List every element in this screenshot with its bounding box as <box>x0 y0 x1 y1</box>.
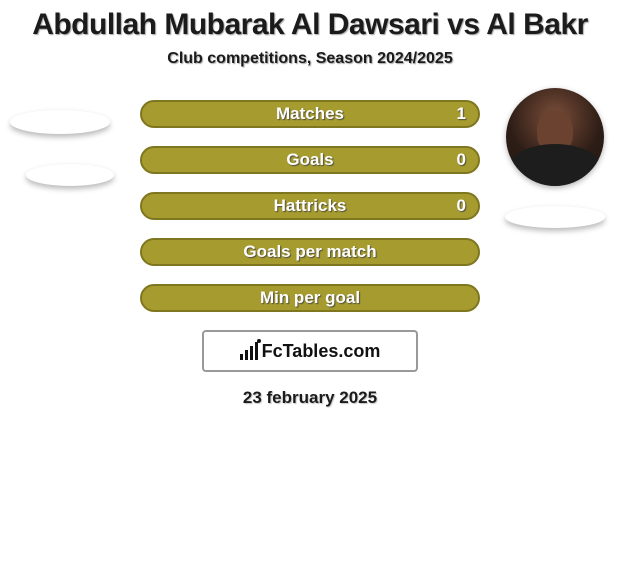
logo-dot-icon <box>257 339 261 343</box>
bar-label: Goals per match <box>140 238 480 266</box>
bar-value: 0 <box>457 146 466 174</box>
subtitle: Club competitions, Season 2024/2025 <box>0 50 620 68</box>
right-player-photo <box>506 88 604 186</box>
left-player-oval-1 <box>10 110 110 134</box>
date-text: 23 february 2025 <box>0 388 620 408</box>
right-player-column <box>500 88 610 228</box>
page-title: Abdullah Mubarak Al Dawsari vs Al Bakr <box>0 8 620 42</box>
stat-bar-min-per-goal: Min per goal <box>140 284 480 312</box>
stat-bars: Matches 1 Goals 0 Hattricks 0 Goals per … <box>140 100 480 312</box>
stat-bar-goals: Goals 0 <box>140 146 480 174</box>
right-player-oval <box>505 206 605 228</box>
logo-bars-icon <box>240 342 258 360</box>
bar-label: Hattricks <box>140 192 480 220</box>
bar-value: 0 <box>457 192 466 220</box>
bar-label: Matches <box>140 100 480 128</box>
logo-text: FcTables.com <box>262 341 381 362</box>
content-area: Matches 1 Goals 0 Hattricks 0 Goals per … <box>0 100 620 408</box>
stat-bar-hattricks: Hattricks 0 <box>140 192 480 220</box>
bar-label: Goals <box>140 146 480 174</box>
left-player-oval-2 <box>26 164 114 186</box>
left-player-column <box>10 88 120 186</box>
comparison-card: Abdullah Mubarak Al Dawsari vs Al Bakr C… <box>0 0 620 408</box>
bar-label: Min per goal <box>140 284 480 312</box>
stat-bar-goals-per-match: Goals per match <box>140 238 480 266</box>
stat-bar-matches: Matches 1 <box>140 100 480 128</box>
logo-card: FcTables.com <box>202 330 418 372</box>
bar-value: 1 <box>457 100 466 128</box>
